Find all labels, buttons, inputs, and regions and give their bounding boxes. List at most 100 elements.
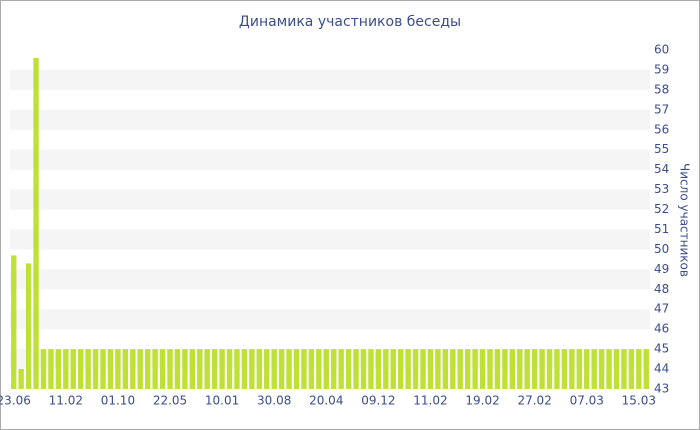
bar [286, 349, 292, 389]
y-tick-label: 59 [654, 62, 669, 76]
y-tick-label: 52 [654, 202, 669, 216]
bar [107, 349, 114, 389]
grid-band [10, 349, 650, 370]
grid-band [10, 309, 650, 330]
bar [331, 349, 337, 389]
bar [546, 349, 553, 389]
y-axis-label: Число участников [678, 163, 692, 277]
bar [197, 349, 203, 389]
bar [174, 349, 181, 389]
bar [643, 349, 649, 389]
bar [226, 349, 233, 389]
bar [636, 349, 642, 389]
bar [487, 349, 493, 389]
bar [137, 349, 143, 389]
bar [398, 349, 404, 389]
y-tick-label: 60 [654, 43, 669, 57]
bar [345, 349, 352, 389]
bar [464, 349, 471, 389]
bar [211, 349, 218, 389]
bar [100, 349, 106, 389]
bar [271, 349, 277, 389]
grid-band [10, 269, 650, 290]
bar [368, 349, 374, 389]
bar [78, 349, 84, 389]
bar [293, 349, 300, 389]
x-tick-label: 15.03 [622, 394, 656, 408]
bar [167, 349, 173, 389]
y-tick-label: 57 [654, 102, 669, 116]
y-tick-label: 45 [654, 342, 669, 356]
bar [204, 349, 210, 389]
bar [531, 349, 538, 389]
x-tick-label: 11.02 [413, 394, 447, 408]
y-tick-label: 44 [654, 362, 669, 376]
bar [621, 349, 627, 389]
bar [63, 349, 69, 389]
bar [479, 349, 486, 389]
grid-band [10, 229, 650, 250]
bar [18, 369, 24, 389]
bar [55, 349, 62, 389]
bar [606, 349, 612, 389]
x-tick-label: 20.04 [309, 394, 343, 408]
x-tick-label: 22.05 [153, 394, 187, 408]
y-tick-label: 48 [654, 282, 669, 296]
bar [48, 349, 54, 389]
bar [323, 349, 329, 389]
grid-band [10, 69, 650, 90]
bar [219, 349, 225, 389]
y-tick-label: 46 [654, 322, 669, 336]
bar [472, 349, 478, 389]
bar [628, 349, 635, 389]
bar [122, 349, 129, 389]
y-tick-label: 49 [654, 262, 669, 276]
bar [130, 349, 136, 389]
bar [70, 349, 76, 389]
x-tick-label: 23.06 [0, 394, 31, 408]
bar [316, 349, 322, 389]
bar [524, 349, 530, 389]
bar [405, 349, 411, 389]
bar [435, 349, 441, 389]
bar [383, 349, 389, 389]
bar [182, 349, 188, 389]
bar [554, 349, 560, 389]
bar [591, 349, 597, 389]
y-tick-label: 56 [654, 122, 669, 136]
bar [509, 349, 516, 389]
bar [517, 349, 523, 389]
bar [420, 349, 426, 389]
bar [33, 57, 39, 389]
bar [539, 349, 545, 389]
bar [308, 349, 315, 389]
bar [427, 349, 434, 389]
bar [40, 349, 47, 389]
bar [249, 349, 255, 389]
bar [375, 349, 382, 389]
bar [353, 349, 359, 389]
grid-band [10, 109, 650, 130]
bar [92, 349, 99, 389]
bar [569, 349, 575, 389]
y-tick-label: 47 [654, 302, 669, 316]
x-tick-label: 30.08 [257, 394, 291, 408]
bar [390, 349, 396, 389]
x-tick-label: 19.02 [465, 394, 499, 408]
bar [241, 349, 248, 389]
grid-band [10, 149, 650, 170]
bar [11, 255, 17, 389]
x-tick-label: 11.02 [49, 394, 83, 408]
bar [457, 349, 463, 389]
bar [412, 349, 419, 389]
y-tick-label: 58 [654, 82, 669, 96]
bar [360, 349, 367, 389]
bar [189, 349, 196, 389]
bar [561, 349, 568, 389]
bar [442, 349, 449, 389]
grid-band [10, 189, 650, 210]
bar [152, 349, 158, 389]
bar [598, 349, 605, 389]
bar [450, 349, 456, 389]
x-tick-label: 09.12 [361, 394, 395, 408]
